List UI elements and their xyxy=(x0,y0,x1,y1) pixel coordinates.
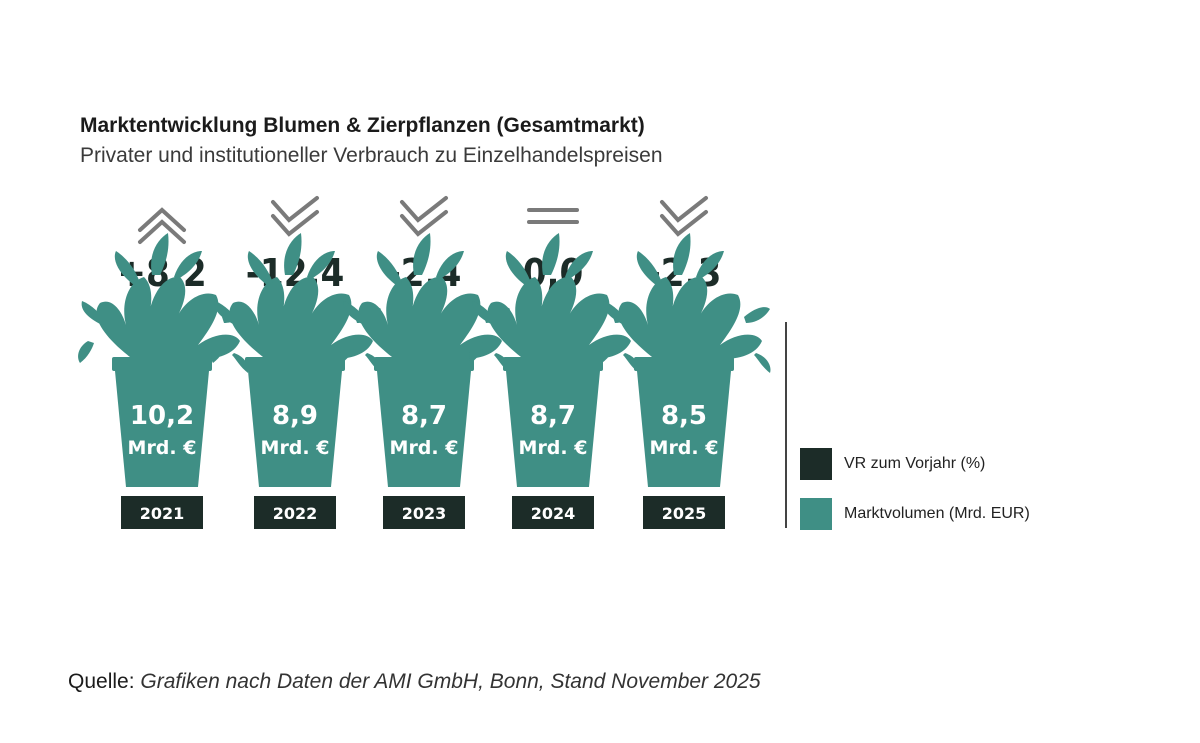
volume-label-2024: 8,7 xyxy=(530,401,576,431)
down-chevrons-icon xyxy=(660,196,708,236)
year-label-2025: 2025 xyxy=(662,504,707,523)
source-note: Quelle: Grafiken nach Daten der AMI GmbH… xyxy=(68,670,761,694)
unit-label-2024: Mrd. € xyxy=(519,437,588,459)
legend-divider xyxy=(785,322,787,528)
volume-label-2025: 8,5 xyxy=(661,401,707,431)
volume-label-2021: 10,2 xyxy=(130,401,194,431)
source-text: Grafiken nach Daten der AMI GmbH, Bonn, … xyxy=(140,670,761,693)
legend-swatch-change xyxy=(800,448,832,480)
unit-label-2023: Mrd. € xyxy=(390,437,459,459)
chart-subtitle: Privater und institutioneller Verbrauch … xyxy=(80,144,663,167)
legend-item-volume: Marktvolumen (Mrd. EUR) xyxy=(800,498,1030,530)
year-label-2024: 2024 xyxy=(531,504,576,523)
unit-label-2021: Mrd. € xyxy=(128,437,197,459)
legend-swatch-volume xyxy=(800,498,832,530)
legend-label-change: VR zum Vorjahr (%) xyxy=(844,455,986,472)
legend-item-change: VR zum Vorjahr (%) xyxy=(800,448,985,480)
equal-icon xyxy=(527,208,579,224)
up-chevrons-icon xyxy=(138,208,186,244)
year-box-2022 xyxy=(254,496,336,529)
year-box-2021 xyxy=(121,496,203,529)
chart-title: Marktentwicklung Blumen & Zierpflanzen (… xyxy=(80,114,645,137)
year-box-2024 xyxy=(512,496,594,529)
year-box-2025 xyxy=(643,496,725,529)
legend-label-volume: Marktvolumen (Mrd. EUR) xyxy=(844,505,1030,522)
down-chevrons-icon xyxy=(400,196,448,236)
year-label-2023: 2023 xyxy=(402,504,447,523)
unit-label-2025: Mrd. € xyxy=(650,437,719,459)
unit-label-2022: Mrd. € xyxy=(261,437,330,459)
year-box-2023 xyxy=(383,496,465,529)
volume-label-2023: 8,7 xyxy=(401,401,447,431)
source-label: Quelle: xyxy=(68,670,135,693)
volume-label-2022: 8,9 xyxy=(272,401,318,431)
year-label-2022: 2022 xyxy=(273,504,318,523)
year-label-2021: 2021 xyxy=(140,504,185,523)
down-chevrons-icon xyxy=(271,196,319,236)
